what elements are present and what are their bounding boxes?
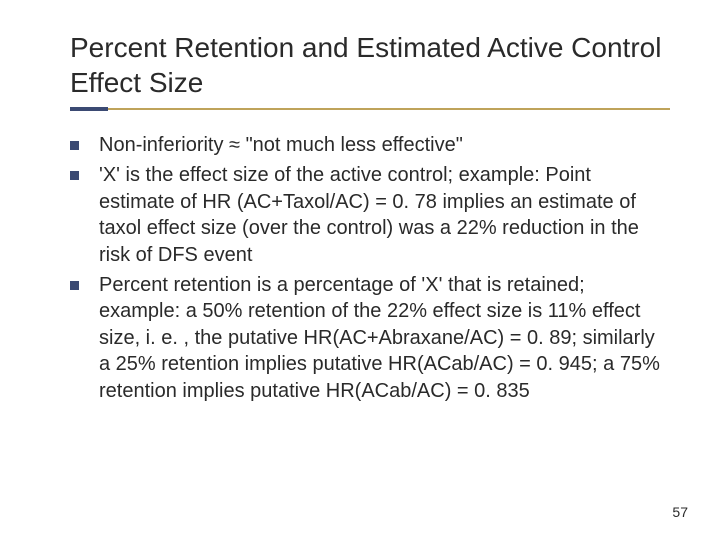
square-bullet-icon [70, 281, 79, 290]
bullet-text: Percent retention is a percentage of 'X'… [99, 272, 670, 404]
slide: Percent Retention and Estimated Active C… [0, 0, 720, 540]
bullet-text: Non-inferiority ≈ "not much less effecti… [99, 132, 670, 158]
square-bullet-icon [70, 171, 79, 180]
page-number: 57 [672, 504, 688, 520]
title-underline-accent [70, 107, 108, 111]
square-bullet-icon [70, 141, 79, 150]
list-item: Non-inferiority ≈ "not much less effecti… [70, 132, 670, 158]
list-item: Percent retention is a percentage of 'X'… [70, 272, 670, 404]
bullet-text: 'X' is the effect size of the active con… [99, 162, 670, 268]
title-underline [70, 108, 670, 110]
list-item: 'X' is the effect size of the active con… [70, 162, 670, 268]
slide-title: Percent Retention and Estimated Active C… [70, 30, 670, 100]
title-underline-long [70, 108, 670, 110]
slide-body: Non-inferiority ≈ "not much less effecti… [70, 132, 670, 404]
